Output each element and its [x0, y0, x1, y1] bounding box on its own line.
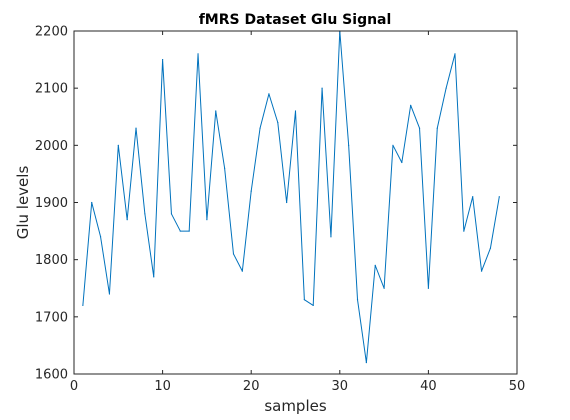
x-tick-label: 10: [154, 379, 171, 394]
data-point: [356, 299, 359, 301]
data-point: [410, 104, 412, 106]
y-tick-label: 2200: [35, 25, 68, 40]
x-tick-label: 0: [70, 379, 78, 394]
data-point: [268, 93, 270, 95]
y-tick-label: 1900: [35, 196, 68, 211]
data-point: [277, 121, 279, 124]
data-point: [206, 219, 208, 221]
data-point: [489, 247, 492, 249]
data-point: [330, 236, 332, 238]
data-point: [436, 127, 438, 129]
plot-frame: [73, 30, 518, 375]
data-point: [427, 287, 429, 289]
data-point: [365, 361, 367, 364]
data-point: [179, 230, 181, 232]
y-tick-label: 1600: [35, 368, 68, 383]
data-point: [321, 87, 323, 89]
data-point: [224, 167, 226, 169]
plot-area: [74, 31, 517, 374]
data-point: [303, 299, 305, 301]
data-point: [348, 144, 350, 146]
data-point: [259, 127, 261, 129]
data-point: [418, 127, 421, 129]
data-point: [480, 270, 483, 272]
data-point: [108, 293, 111, 295]
data-point: [454, 53, 456, 55]
data-point: [472, 196, 474, 198]
x-tick-label: 20: [243, 379, 260, 394]
y-tick-label: 2100: [35, 82, 68, 97]
chart-title: fMRS Dataset Glu Signal: [199, 12, 392, 28]
data-point: [99, 236, 102, 238]
data-point: [445, 87, 447, 89]
x-tick-label: 40: [420, 379, 437, 394]
data-point: [232, 253, 235, 255]
data-point: [126, 219, 128, 221]
x-tick-label: 30: [332, 379, 349, 394]
data-point: [82, 304, 84, 306]
data-point: [374, 264, 376, 266]
data-point: [135, 127, 137, 129]
data-point: [188, 230, 190, 232]
data-point: [117, 144, 119, 146]
data-point: [383, 287, 385, 289]
data-point: [162, 58, 164, 61]
data-point: [197, 53, 199, 55]
data-point: [241, 270, 243, 272]
x-tick-label: 50: [509, 379, 526, 394]
data-point: [294, 110, 297, 112]
data-point: [144, 213, 146, 215]
series-line: [82, 30, 500, 364]
y-tick-label: 1700: [35, 310, 68, 325]
y-tick-label: 2000: [35, 139, 68, 154]
data-point: [463, 230, 465, 232]
data-point: [250, 190, 252, 192]
data-point: [153, 276, 155, 278]
data-point: [312, 304, 314, 306]
ticks-layer: 0 10 20 30 40 50 1600 1700 1800 1900 2000 2100 2200: [35, 25, 525, 395]
x-axis-label: samples: [264, 397, 327, 415]
data-point: [392, 144, 394, 146]
y-tick-label: 1800: [35, 253, 68, 268]
y-axis-label: Glu levels: [14, 166, 32, 240]
data-point: [498, 196, 500, 198]
data-point: [286, 201, 288, 204]
series-layer: [82, 30, 500, 364]
data-point: [91, 201, 93, 204]
data-point: [215, 110, 217, 112]
data-point: [401, 161, 403, 164]
data-point: [170, 213, 173, 215]
